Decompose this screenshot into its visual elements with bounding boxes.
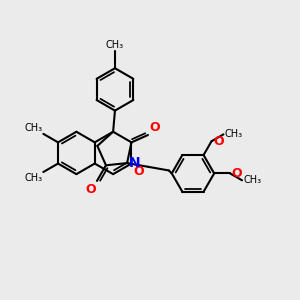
Text: O: O (85, 183, 96, 196)
Text: CH₃: CH₃ (24, 123, 42, 133)
Text: CH₃: CH₃ (24, 173, 42, 183)
Text: CH₃: CH₃ (106, 40, 124, 50)
Text: O: O (232, 167, 242, 180)
Text: O: O (149, 121, 160, 134)
Text: N: N (128, 156, 140, 170)
Text: O: O (213, 135, 224, 148)
Text: O: O (134, 165, 144, 178)
Text: CH₃: CH₃ (243, 175, 261, 185)
Text: CH₃: CH₃ (225, 129, 243, 140)
